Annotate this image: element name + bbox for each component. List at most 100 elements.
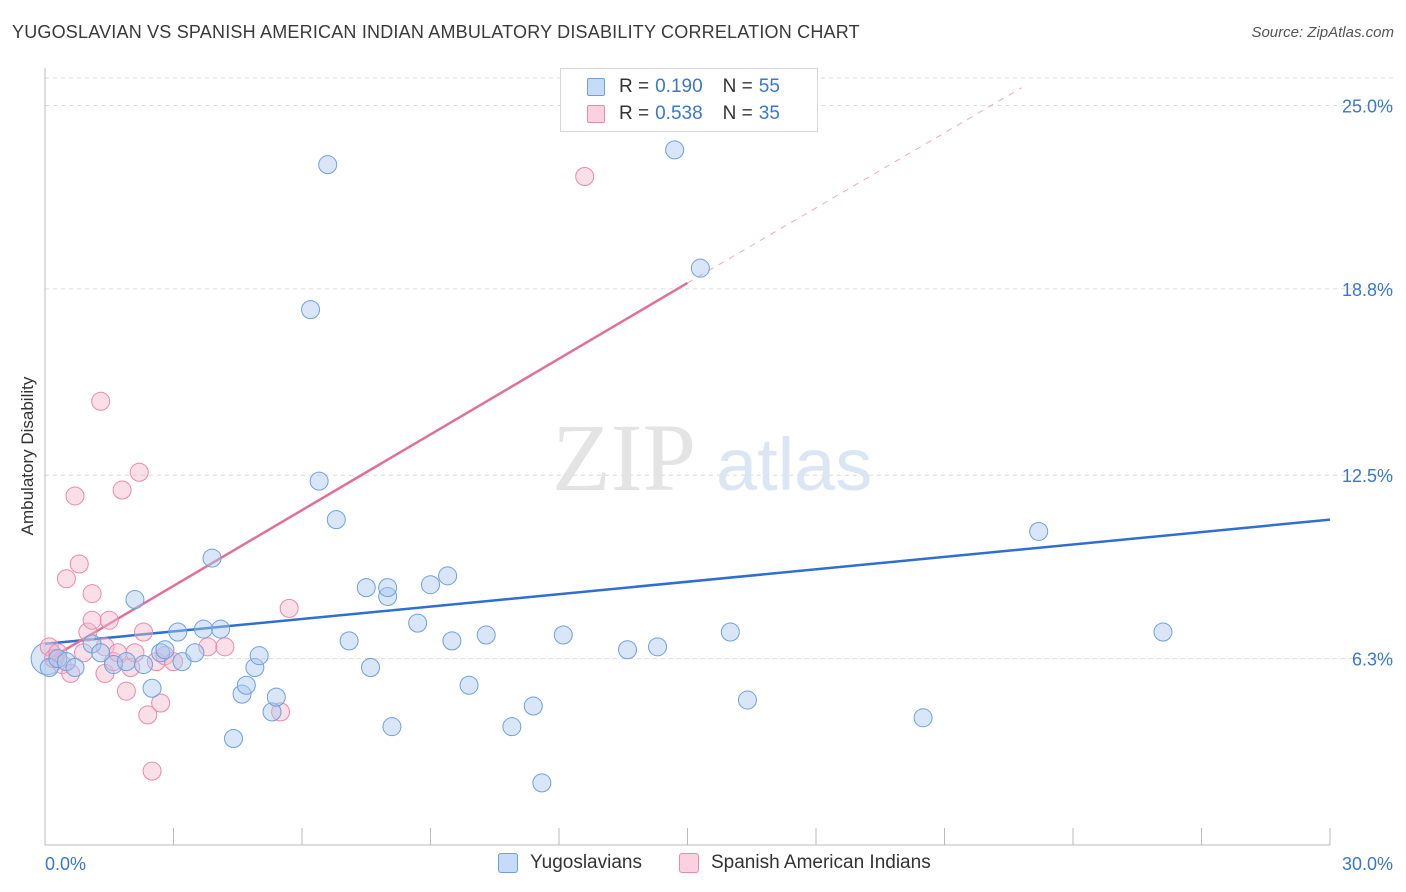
x-tick-label: 30.0% (1342, 854, 1393, 874)
data-point-yugoslavians (202, 548, 222, 568)
data-point-spanish-american-indians (134, 622, 154, 642)
legend-swatch-spanish-american-indians (587, 105, 605, 123)
data-point-yugoslavians (532, 773, 552, 793)
data-point-spanish-american-indians (99, 610, 119, 630)
axes (44, 68, 1331, 846)
data-point-yugoslavians (125, 589, 145, 609)
data-point-spanish-american-indians (78, 622, 98, 642)
data-point-yugoslavians (262, 702, 282, 722)
legend-r-value: 0.538 (655, 103, 703, 124)
legend-n-label: N = (722, 76, 753, 97)
series-legend-yugoslavians: Yugoslavians (498, 852, 642, 874)
data-point-yugoslavians (502, 717, 522, 737)
legend-n-value: 35 (758, 103, 780, 124)
series-swatch-spanish-american-indians (679, 853, 699, 873)
y-axis-label: Ambulatory Disability (18, 376, 37, 536)
data-point-yugoslavians (236, 675, 256, 695)
data-point-spanish-american-indians (91, 391, 111, 411)
data-point-yugoslavians (245, 658, 265, 678)
data-point-yugoslavians (356, 578, 376, 598)
data-point-yugoslavians (301, 300, 321, 320)
data-point-yugoslavians (326, 510, 346, 530)
legend-r-label: R = (619, 76, 650, 97)
legend-swatch-yugoslavians (587, 78, 605, 96)
series-swatch-yugoslavians (498, 853, 518, 873)
data-point-yugoslavians (223, 729, 243, 749)
data-point-spanish-american-indians (198, 637, 218, 657)
watermark-atlas: atlas (716, 423, 872, 506)
data-point-spanish-american-indians (279, 598, 299, 618)
data-point-yugoslavians (116, 652, 136, 672)
data-point-yugoslavians (249, 646, 269, 666)
legend-row-spanish-american-indians: R = 0.538 N = 35 (587, 102, 780, 126)
data-point-spanish-american-indians (215, 637, 235, 657)
data-point-spanish-american-indians (112, 480, 132, 500)
trend-line-extension-spanish-american-indians (687, 87, 1022, 284)
series-legend: Yugoslavians Spanish American Indians (0, 852, 1406, 878)
data-point-yugoslavians (459, 675, 479, 695)
data-point-yugoslavians (104, 655, 124, 675)
gridlines (45, 77, 1393, 660)
data-point-spanish-american-indians (82, 584, 102, 604)
data-point-yugoslavians (232, 684, 252, 704)
y-tick-label: 25.0% (1342, 96, 1393, 116)
data-point-yugoslavians (438, 566, 458, 586)
legend-n-label: N = (722, 103, 753, 124)
data-point-yugoslavians (690, 258, 710, 278)
data-point-yugoslavians (65, 658, 85, 678)
data-point-spanish-american-indians (56, 569, 76, 589)
data-point-spanish-american-indians (69, 554, 89, 574)
source-label: Source: ZipAtlas.com (1251, 24, 1394, 41)
data-point-yugoslavians (211, 619, 231, 639)
data-point-yugoslavians (378, 578, 398, 598)
data-point-yugoslavians (1153, 622, 1173, 642)
data-point-yugoslavians (382, 717, 402, 737)
legend-row-yugoslavians: R = 0.190 N = 55 (587, 75, 780, 99)
data-point-yugoslavians (408, 613, 428, 633)
data-point-yugoslavians (91, 643, 111, 663)
x-tick-labels: 0.0% 30.0% (45, 854, 1393, 874)
data-point-yugoslavians (720, 622, 740, 642)
trend-line-spanish-american-indians (44, 281, 689, 663)
series-legend-spanish-american-indians: Spanish American Indians (679, 852, 931, 874)
data-point-spanish-american-indians (82, 610, 102, 630)
data-point-yugoslavians (442, 631, 462, 651)
data-point-yugoslavians (665, 140, 685, 160)
watermark: ZIP atlas (552, 404, 872, 511)
data-point-yugoslavians (134, 655, 154, 675)
data-point-yugoslavians (193, 619, 213, 639)
data-point-yugoslavians (168, 622, 188, 642)
data-point-yugoslavians (648, 637, 668, 657)
legend-n-value: 55 (758, 76, 780, 97)
data-point-spanish-american-indians (116, 681, 136, 701)
y-tick-label: 6.3% (1352, 650, 1393, 670)
trend-lines (44, 87, 1331, 663)
data-point-spanish-american-indians (65, 486, 85, 506)
y-tick-labels: 6.3% 12.5% 18.8% 25.0% (1342, 96, 1393, 669)
y-tick-label: 18.8% (1342, 280, 1393, 300)
data-point-yugoslavians (737, 690, 757, 710)
data-point-yugoslavians (309, 471, 329, 491)
series-label-spanish-american-indians: Spanish American Indians (711, 852, 931, 873)
data-point-yugoslavians (361, 658, 381, 678)
data-point-yugoslavians (155, 640, 175, 660)
data-point-yugoslavians (476, 625, 496, 645)
y-tick-label: 12.5% (1342, 466, 1393, 486)
legend-r-label: R = (619, 103, 650, 124)
data-points (30, 140, 1173, 793)
data-point-spanish-american-indians (575, 166, 595, 186)
data-point-spanish-american-indians (129, 462, 149, 482)
legend-r-value: 0.190 (655, 76, 703, 97)
data-point-yugoslavians (913, 708, 933, 728)
data-point-yugoslavians (553, 625, 573, 645)
data-point-yugoslavians (1029, 521, 1049, 541)
data-point-yugoslavians (618, 640, 638, 660)
data-point-yugoslavians (318, 155, 338, 175)
data-point-spanish-american-indians (151, 693, 171, 713)
data-point-spanish-american-indians (142, 761, 162, 781)
series-label-yugoslavians: Yugoslavians (530, 852, 642, 873)
data-point-yugoslavians (266, 687, 286, 707)
data-point-yugoslavians (142, 678, 162, 698)
watermark-zip: ZIP (552, 404, 696, 511)
